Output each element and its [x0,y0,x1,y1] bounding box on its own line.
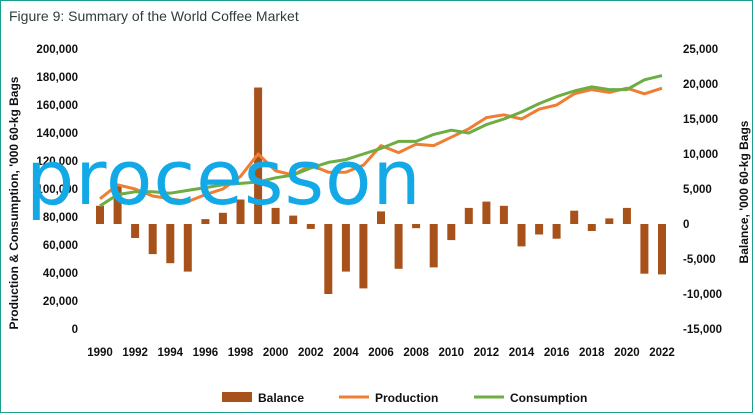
balance-bar-2014 [517,224,526,247]
balance-bar-2009 [429,224,438,268]
balance-bar-2010 [447,224,456,241]
balance-bar-1995 [183,224,192,272]
right-tick-label: 10,000 [683,149,718,161]
x-tick-label: 1990 [87,347,113,359]
balance-bar-2008 [412,224,421,229]
series-lines [99,74,663,208]
x-tick-label: 2012 [474,347,500,359]
left-tick-label: 200,000 [36,44,78,56]
balance-bar-2019 [605,218,614,224]
balance-bar-2004 [341,224,350,272]
balance-bar-2012 [482,201,491,224]
balance-bar-2011 [464,207,473,224]
balance-bar-2003 [324,224,333,294]
x-tick-label: 2010 [438,347,464,359]
x-tick-label: 2018 [579,347,605,359]
x-tick-label: 2020 [614,347,640,359]
x-tick-label: 1996 [193,347,219,359]
right-tick-label: 25,000 [683,44,718,56]
left-tick-label: 100,000 [36,184,78,196]
right-tick-label: -5,000 [683,254,716,266]
x-tick-label: 2016 [544,347,570,359]
balance-bar-1990 [96,205,104,224]
x-tick-label: 2006 [368,347,394,359]
balance-bar-2022 [658,224,666,275]
x-axis-ticks: 1990 1992 1994 1996 1998 2000 2002 2004 2006 2008… [87,347,675,359]
x-tick-label: 2008 [403,347,429,359]
balance-bar-2001 [289,215,298,224]
x-tick-label: 1992 [122,347,148,359]
balance-bar-1994 [166,224,175,264]
legend-label-production: Production [375,391,438,405]
x-tick-label: 2004 [333,347,359,359]
balance-bar-1991 [113,185,122,224]
consumption-line [99,74,663,208]
production-line [99,86,663,204]
balance-bar-2015 [535,224,544,235]
balance-bar-2013 [499,205,508,224]
left-tick-label: 140,000 [36,128,78,140]
right-tick-label: 0 [683,219,689,231]
left-tick-label: 160,000 [36,100,78,112]
left-axis-ticks: 200,000 180,000 160,000 140,000 120,000 100,0… [36,44,78,336]
x-tick-label: 2022 [649,347,675,359]
chart-title: Figure 9: Summary of the World Coffee Ma… [9,8,299,24]
x-tick-label: 1994 [157,347,183,359]
right-tick-label: -15,000 [683,324,722,336]
left-axis-label: Production & Consumption, '000 60-kg Bag… [7,76,21,329]
right-tick-label: 5,000 [683,184,712,196]
right-axis-ticks: 25,000 20,000 15,000 10,000 5,000 0 -5,000 -10,… [683,44,722,336]
right-tick-label: 15,000 [683,114,718,126]
left-tick-label: 180,000 [36,72,78,84]
balance-bar-2002 [306,224,315,229]
balance-bar-2016 [552,224,561,239]
x-tick-label: 2000 [263,347,289,359]
left-tick-label: 20,000 [43,296,78,308]
left-tick-label: 0 [72,324,78,336]
legend-label-consumption: Consumption [510,391,587,405]
legend-swatch-balance [222,392,252,402]
left-tick-label: 120,000 [36,156,78,168]
balance-bar-2000 [271,207,280,224]
x-tick-label: 2002 [298,347,324,359]
right-tick-label: -10,000 [683,289,722,301]
right-axis-label: Balance, '000 60-kg Bags [737,120,751,263]
right-tick-label: 20,000 [683,79,718,91]
x-tick-label: 2014 [509,347,535,359]
balance-bar-1992 [131,224,140,238]
left-tick-label: 80,000 [43,212,78,224]
left-tick-label: 40,000 [43,268,78,280]
legend: Balance Production Consumption [222,391,587,405]
left-tick-label: 60,000 [43,240,78,252]
balance-bar-1997 [218,212,227,224]
balance-bar-2005 [359,224,368,289]
balance-bar-2006 [377,211,385,224]
balance-bar-2021 [640,224,649,274]
legend-label-balance: Balance [258,391,304,405]
balance-bar-2017 [570,210,579,224]
balance-bar-2018 [587,224,596,231]
watermark-text: processon [26,133,422,222]
balance-bar-2020 [622,207,631,224]
x-tick-label: 1998 [228,347,254,359]
balance-bar-1993 [148,224,157,255]
balance-bar-1996 [201,219,210,224]
balance-bar-1998 [236,199,245,224]
balance-bar-2007 [394,224,403,269]
